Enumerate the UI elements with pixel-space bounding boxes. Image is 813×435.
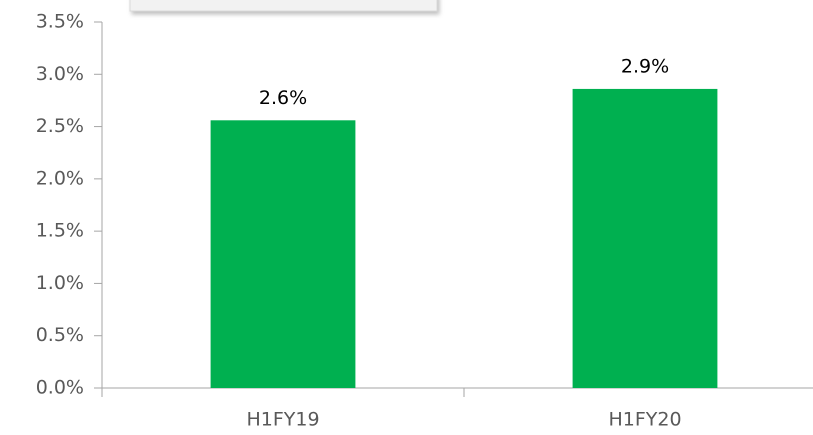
title-box	[129, 0, 438, 12]
y-tick-label: 3.0%	[36, 63, 84, 85]
y-tick-label: 3.5%	[36, 11, 84, 33]
y-tick-label: 1.0%	[36, 272, 84, 294]
x-tick-label: H1FY19	[246, 409, 319, 431]
x-tick-label: H1FY20	[608, 409, 681, 431]
bar	[210, 120, 356, 388]
data-label: 2.6%	[259, 87, 307, 109]
bar	[572, 88, 718, 388]
y-tick-label: 0.5%	[36, 324, 84, 346]
y-tick-label: 1.5%	[36, 220, 84, 242]
y-tick-label: 0.0%	[36, 377, 84, 399]
data-label: 2.9%	[621, 55, 669, 77]
y-tick-label: 2.0%	[36, 167, 84, 189]
y-tick-label: 2.5%	[36, 115, 84, 137]
